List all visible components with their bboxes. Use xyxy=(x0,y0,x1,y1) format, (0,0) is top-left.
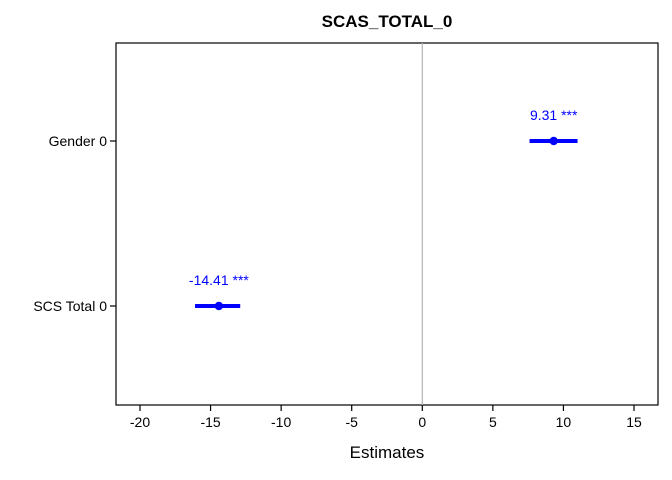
x-tick-label: 15 xyxy=(626,414,642,430)
estimate-value-label: -14.41 *** xyxy=(189,272,249,288)
estimate-point xyxy=(549,136,558,146)
y-tick-label: SCS Total 0 xyxy=(33,298,107,314)
y-tick-label: Gender 0 xyxy=(49,133,108,149)
x-tick-label: 0 xyxy=(418,414,426,430)
x-tick-label: -20 xyxy=(130,414,150,430)
estimate-point xyxy=(214,301,224,311)
x-tick-label: -5 xyxy=(345,414,358,430)
x-tick-label: -15 xyxy=(200,414,220,430)
x-axis-title: Estimates xyxy=(350,443,425,462)
plot-frame xyxy=(115,42,659,406)
x-tick-label: -10 xyxy=(271,414,291,430)
chart-title: SCAS_TOTAL_0 xyxy=(322,12,453,31)
x-tick-label: 5 xyxy=(489,414,497,430)
x-tick-label: 10 xyxy=(556,414,572,430)
estimate-value-label: 9.31 *** xyxy=(530,107,578,123)
